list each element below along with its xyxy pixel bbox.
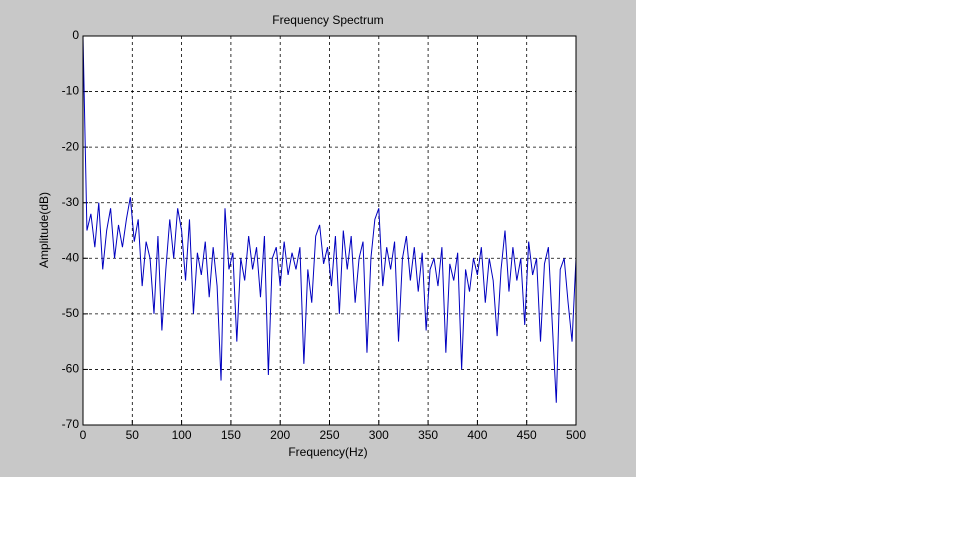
- x-tick-label: 450: [517, 428, 537, 442]
- x-tick-label: 150: [221, 428, 241, 442]
- spectrum-line: [82, 35, 577, 403]
- x-tick-label: 200: [270, 428, 290, 442]
- x-tick-label: 0: [80, 428, 87, 442]
- x-tick-label: 300: [369, 428, 389, 442]
- x-tick-label: 250: [319, 428, 339, 442]
- x-tick-label: 500: [566, 428, 586, 442]
- y-tick-label: -30: [62, 195, 80, 209]
- y-axis-label: Amplitude(dB): [37, 192, 51, 268]
- y-tick-label: 0: [72, 28, 79, 42]
- axes-box: [82, 35, 577, 426]
- y-tick-label: -70: [62, 417, 80, 431]
- x-tick-label: 400: [467, 428, 487, 442]
- chart-title: Frequency Spectrum: [272, 13, 383, 27]
- x-tick-label: 50: [126, 428, 140, 442]
- y-tick-label: -20: [62, 139, 80, 153]
- y-tick-label: -40: [62, 250, 80, 264]
- y-tick-label: -10: [62, 84, 80, 98]
- x-axis-label: Frequency(Hz): [288, 445, 367, 459]
- y-tick-label: -50: [62, 306, 80, 320]
- x-tick-label: 350: [418, 428, 438, 442]
- x-tick-label: 100: [172, 428, 192, 442]
- y-tick-label: -60: [62, 362, 80, 376]
